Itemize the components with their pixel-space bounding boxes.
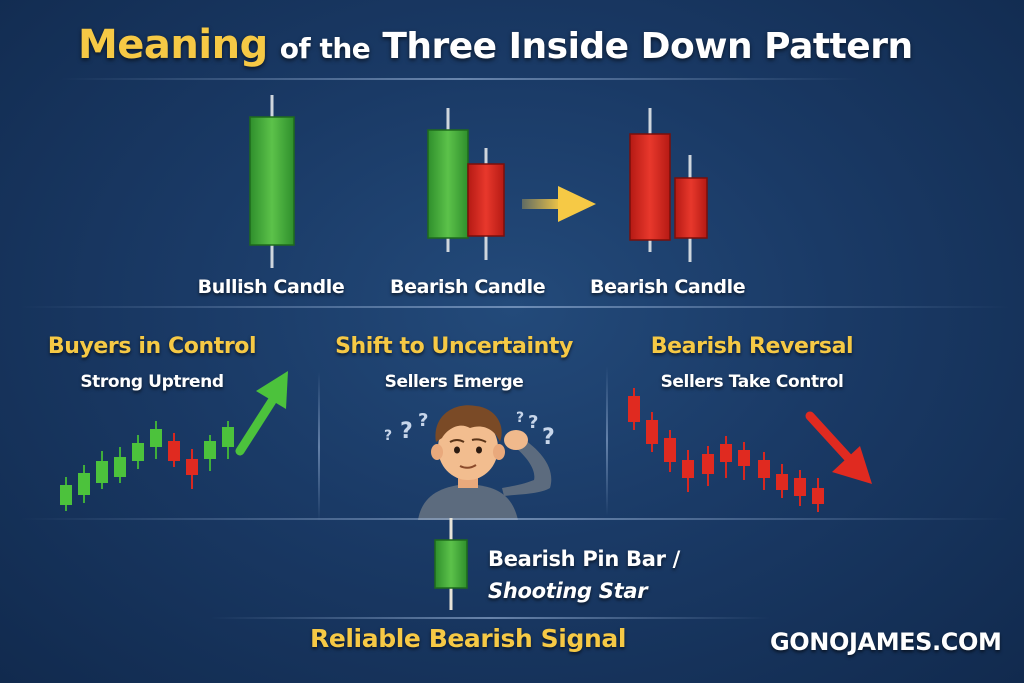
footer-divider: [210, 617, 770, 619]
downtrend-candle-red: [646, 412, 658, 452]
candle-label-bearish-inside: Bearish Candle: [390, 276, 546, 298]
uptrend-candle-green: [78, 465, 90, 503]
phase-heading-buyers: Buyers in Control: [47, 334, 257, 359]
candle-label-bullish: Bullish Candle: [197, 276, 345, 298]
bullish-candle: [249, 95, 295, 268]
pattern-illustration: [249, 95, 708, 268]
svg-text:?: ?: [528, 412, 538, 433]
page-title: Meaning of the Three Inside Down Pattern: [78, 22, 913, 68]
brand-text: GONOJAMES.COM: [770, 628, 1002, 656]
downtrend-candle-red: [812, 478, 824, 512]
uptrend-candle-red: [168, 433, 180, 467]
title-connector: of the: [279, 32, 371, 65]
uptrend-candle-green: [60, 477, 72, 511]
lower-divider: [20, 518, 1010, 520]
uptrend-candle-green: [150, 421, 162, 459]
downtrend-candle-red: [738, 442, 750, 480]
title-divider: [60, 78, 860, 80]
phase-heading-uncertainty: Shift to Uncertainty: [335, 334, 573, 359]
arrow-down-right-icon: [805, 411, 872, 484]
downtrend-candle-red: [664, 430, 676, 472]
arrow-up-right-icon: [235, 371, 288, 456]
downtrend-candle-red: [702, 446, 714, 486]
bearish-candle-pair: [629, 108, 708, 262]
svg-text:?: ?: [400, 419, 413, 444]
inside-candle-pair: [427, 108, 505, 260]
uptrend-candle-green: [204, 435, 216, 471]
downtrend-candle-red: [720, 436, 732, 478]
uptrend-candle-red: [186, 449, 198, 489]
phase-sub-sellers-control: Sellers Take Control: [660, 372, 844, 392]
downtrend-candle-red: [628, 388, 640, 430]
title-main: Three Inside Down Pattern: [382, 26, 913, 67]
phase-sub-sellers-emerge: Sellers Emerge: [384, 372, 524, 392]
uptrend-chart: [60, 371, 288, 511]
pin-bar-candle: [434, 518, 468, 610]
svg-text:?: ?: [542, 425, 555, 450]
pin-bar-line1: Bearish Pin Bar /: [488, 547, 681, 571]
phase-heading-reversal: Bearish Reversal: [650, 334, 854, 359]
uptrend-candle-green: [222, 421, 234, 459]
pin-bar-label: Bearish Pin Bar / Shooting Star: [488, 543, 680, 607]
uptrend-candle-green: [96, 451, 108, 489]
confused-trader-illustration: ? ? ? ? ? ?: [384, 405, 555, 520]
arrow-right-icon: [522, 186, 596, 222]
svg-text:?: ?: [516, 410, 524, 426]
section-divider: [20, 306, 1010, 308]
downtrend-candle-red: [682, 450, 694, 492]
downtrend-candle-red: [758, 452, 770, 490]
column-divider-left: [318, 372, 320, 522]
title-highlight: Meaning: [78, 22, 268, 68]
svg-text:?: ?: [418, 410, 428, 431]
column-divider-right: [606, 366, 608, 516]
uptrend-candle-green: [132, 435, 144, 469]
pin-bar-line2: Shooting Star: [488, 579, 648, 603]
question-marks-icon: ? ? ? ? ? ?: [384, 410, 555, 450]
svg-text:?: ?: [384, 428, 392, 444]
downtrend-chart: [628, 388, 872, 512]
candle-label-bearish-confirm: Bearish Candle: [590, 276, 746, 298]
downtrend-candle-red: [794, 470, 806, 506]
phase-sub-uptrend: Strong Uptrend: [80, 372, 224, 392]
reliable-signal-text: Reliable Bearish Signal: [309, 624, 626, 653]
downtrend-candle-red: [776, 464, 788, 498]
uptrend-candle-green: [114, 447, 126, 483]
